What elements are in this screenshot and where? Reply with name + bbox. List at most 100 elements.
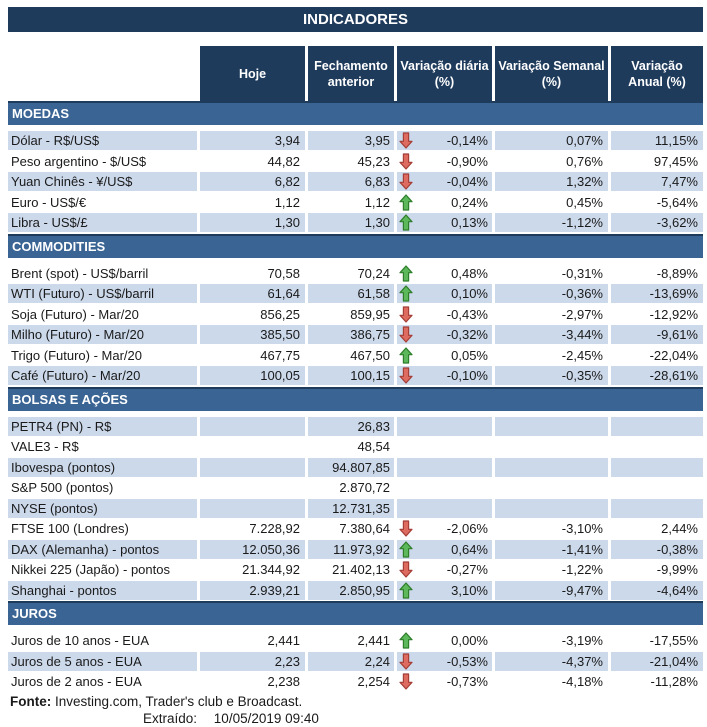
down-arrow-icon: [397, 652, 414, 671]
row-label: Shanghai - pontos: [8, 580, 197, 600]
down-arrow-icon: [397, 519, 414, 538]
cell-hoje: 7.228,92: [197, 519, 305, 538]
row-label: Nikkei 225 (Japão) - pontos: [8, 560, 197, 579]
table-row: Shanghai - pontos 2.939,21 2.850,95 3,10% -9…: [8, 580, 703, 600]
row-label: Soja (Futuro) - Mar/20: [8, 304, 197, 324]
cell-variacao-semanal: -2,97%: [492, 304, 608, 324]
down-arrow-icon: [397, 305, 414, 324]
table-row: Soja (Futuro) - Mar/20 856,25 859,95 -0,43%…: [8, 304, 703, 324]
cell-variacao-diaria: 0,64%: [394, 539, 492, 559]
arrow-placeholder: [397, 478, 414, 497]
cell-hoje: 44,82: [197, 151, 305, 171]
cell-hoje: 12.050,36: [197, 539, 305, 559]
row-label: Dólar - R$/US$: [8, 131, 197, 150]
cell-hoje: 100,05: [197, 366, 305, 385]
cell-variacao-anual: -11,28%: [608, 672, 703, 691]
cell-variacao-diaria: -0,27%: [394, 560, 492, 579]
cell-variacao-anual: 11,15%: [608, 131, 703, 150]
row-label: Trigo (Futuro) - Mar/20: [8, 345, 197, 365]
cell-variacao-semanal: -0,31%: [492, 263, 608, 283]
cell-fechamento-anterior: 26,83: [305, 416, 394, 436]
table-row: Brent (spot) - US$/barril 70,58 70,24 0,48%…: [8, 263, 703, 283]
cell-variacao-anual: -9,99%: [608, 560, 703, 579]
table-row: DAX (Alemanha) - pontos 12.050,36 11.973,9…: [8, 539, 703, 559]
cell-fechamento-anterior: 386,75: [305, 325, 394, 344]
cell-variacao-diaria: -0,14%: [394, 131, 492, 150]
cell-fechamento-anterior: 100,15: [305, 366, 394, 385]
table-row: Dólar - R$/US$ 3,94 3,95 -0,14% 0,07% 11,15%: [8, 131, 703, 150]
cell-variacao-semanal: 0,07%: [492, 131, 608, 150]
cell-variacao-anual: [608, 416, 703, 436]
cell-fechamento-anterior: 48,54: [305, 437, 394, 456]
cell-fechamento-anterior: 45,23: [305, 151, 394, 171]
cell-variacao-semanal: -3,44%: [492, 325, 608, 344]
variacao-diaria-value: 0,24%: [451, 194, 488, 210]
column-header-variacao-anual: Variação Anual (%): [608, 46, 703, 101]
arrow-placeholder: [397, 458, 414, 477]
table-row: S&P 500 (pontos) 2.870,72: [8, 478, 703, 497]
cell-hoje: 2,441: [197, 631, 305, 650]
cell-variacao-diaria: [394, 478, 492, 497]
cell-variacao-diaria: 0,24%: [394, 192, 492, 212]
cell-variacao-semanal: -1,41%: [492, 539, 608, 559]
row-label: Milho (Futuro) - Mar/20: [8, 325, 197, 344]
cell-hoje: 1,12: [197, 192, 305, 212]
cell-fechamento-anterior: 2,24: [305, 651, 394, 671]
cell-fechamento-anterior: 94.807,85: [305, 457, 394, 477]
table-row: Ibovespa (pontos) 94.807,85: [8, 457, 703, 477]
variacao-diaria-value: -0,73%: [446, 674, 488, 689]
section-header-commodities: COMMODITIES: [8, 233, 703, 258]
cell-variacao-semanal: [492, 437, 608, 456]
row-label: Ibovespa (pontos): [8, 457, 197, 477]
row-label: Café (Futuro) - Mar/20: [8, 366, 197, 385]
extraido-value: 10/05/2019 09:40: [213, 711, 319, 726]
table-row: Juros de 2 anos - EUA 2,238 2,254 -0,73% -4,…: [8, 672, 703, 691]
down-arrow-icon: [397, 152, 414, 171]
cell-variacao-diaria: 0,10%: [394, 284, 492, 303]
cell-variacao-diaria: -0,90%: [394, 151, 492, 171]
table-row: Nikkei 225 (Japão) - pontos 21.344,92 21.4…: [8, 560, 703, 579]
table-row: Milho (Futuro) - Mar/20 385,50 386,75 -0,32…: [8, 325, 703, 344]
cell-variacao-anual: -8,89%: [608, 263, 703, 283]
cell-variacao-diaria: 0,48%: [394, 263, 492, 283]
down-arrow-icon: [397, 560, 414, 579]
cell-variacao-diaria: -0,32%: [394, 325, 492, 344]
down-arrow-icon: [397, 366, 414, 385]
cell-fechamento-anterior: 467,50: [305, 345, 394, 365]
row-label: NYSE (pontos): [8, 498, 197, 518]
variacao-diaria-value: -0,53%: [446, 653, 488, 669]
cell-variacao-anual: 2,44%: [608, 519, 703, 538]
cell-variacao-semanal: [492, 498, 608, 518]
cell-variacao-semanal: 0,76%: [492, 151, 608, 171]
row-label: Euro - US$/€: [8, 192, 197, 212]
up-arrow-icon: [397, 540, 414, 559]
cell-hoje: 1,30: [197, 213, 305, 232]
cell-variacao-semanal: -4,37%: [492, 651, 608, 671]
cell-variacao-semanal: -0,36%: [492, 284, 608, 303]
table-row: Libra - US$/£ 1,30 1,30 0,13% -1,12% -3,62%: [8, 213, 703, 232]
cell-variacao-anual: -9,61%: [608, 325, 703, 344]
cell-hoje: 70,58: [197, 263, 305, 283]
column-header-line: Variação diária: [400, 58, 489, 73]
up-arrow-icon: [397, 631, 414, 650]
up-arrow-icon: [397, 581, 414, 600]
cell-variacao-diaria: -0,43%: [394, 304, 492, 324]
extracted-line: Extraído: 10/05/2019 09:40: [8, 710, 703, 727]
cell-variacao-semanal: -4,18%: [492, 672, 608, 691]
cell-fechamento-anterior: 859,95: [305, 304, 394, 324]
cell-variacao-anual: [608, 457, 703, 477]
table-row: Trigo (Futuro) - Mar/20 467,75 467,50 0,05%…: [8, 345, 703, 365]
cell-variacao-anual: [608, 498, 703, 518]
column-header-line: Hoje: [238, 66, 267, 81]
cell-variacao-anual: [608, 437, 703, 456]
down-arrow-icon: [397, 325, 414, 344]
column-header-line: anterior: [327, 74, 375, 89]
cell-variacao-semanal: [492, 478, 608, 497]
column-header-line: (%): [541, 74, 562, 89]
cell-variacao-semanal: 0,45%: [492, 192, 608, 212]
cell-fechamento-anterior: 2,254: [305, 672, 394, 691]
cell-variacao-anual: -13,69%: [608, 284, 703, 303]
row-label: VALE3 - R$: [8, 437, 197, 456]
cell-variacao-anual: 7,47%: [608, 172, 703, 191]
cell-fechamento-anterior: 11.973,92: [305, 539, 394, 559]
